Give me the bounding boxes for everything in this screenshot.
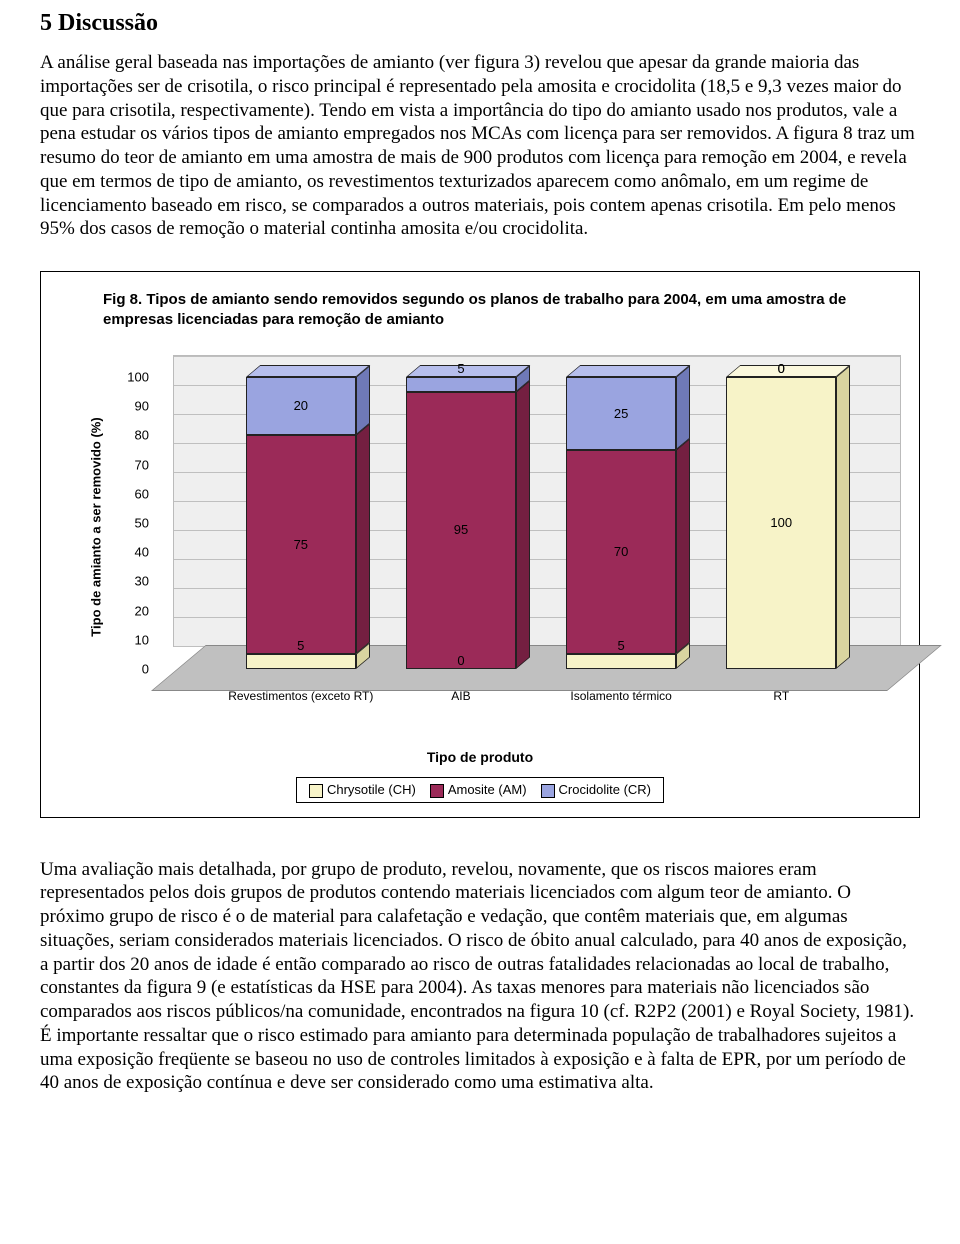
y-tick-label: 100 (115, 370, 149, 385)
bar-group: 20755Revestimentos (exceto RT) (246, 365, 356, 669)
section-heading: 5 Discussão (40, 10, 920, 37)
y-axis-label-wrap: Tipo de amianto a ser removido (%) (63, 347, 91, 707)
y-tick-label: 30 (115, 574, 149, 589)
y-tick-label: 70 (115, 457, 149, 472)
legend-label: Chrysotile (CH) (327, 782, 416, 797)
legend-item-chrysotile: Chrysotile (CH) (309, 782, 416, 798)
chart: Tipo de amianto a ser removido (%) 0 10 20… (63, 347, 897, 707)
bar-segment: 5 (246, 654, 356, 669)
document-page: 5 Discussão A análise geral baseada nas … (20, 0, 940, 1115)
x-category-label: AIB (371, 689, 551, 703)
x-category-label: Revestimentos (exceto RT) (211, 689, 391, 703)
swatch-icon (430, 784, 444, 798)
legend-label: Crocidolite (CR) (559, 782, 651, 797)
bar-segment: 70 (566, 450, 676, 654)
y-tick-label: 90 (115, 399, 149, 414)
y-tick-label: 0 (115, 662, 149, 677)
x-category-label: Isolamento térmico (531, 689, 711, 703)
x-category-label: RT (691, 689, 871, 703)
y-tick-label: 10 (115, 632, 149, 647)
figure-title: Fig 8. Tipos de amianto sendo removidos … (103, 290, 857, 329)
bar-segment: 75 (246, 435, 356, 654)
bar-segment: 5 (406, 377, 516, 392)
bar-segment: 20 (246, 377, 356, 435)
chart-legend: Chrysotile (CH) Amosite (AM) Crocidolite… (296, 777, 664, 803)
bar-segment: 95 (406, 392, 516, 669)
y-tick-label: 80 (115, 428, 149, 443)
bar-segment: 25 (566, 377, 676, 450)
legend-item-crocidolite: Crocidolite (CR) (541, 782, 651, 798)
bar-segment: 100 (726, 377, 836, 669)
figure-8: Fig 8. Tipos de amianto sendo removidos … (40, 271, 920, 818)
bar-segment: 5 (566, 654, 676, 669)
swatch-icon (541, 784, 555, 798)
y-tick-label: 50 (115, 516, 149, 531)
bar-group: 00100RT (726, 365, 836, 669)
bar-group: 5950AIB (406, 365, 516, 669)
y-tick-label: 40 (115, 545, 149, 560)
bar-group: 25705Isolamento térmico (566, 365, 676, 669)
y-tick-label: 20 (115, 603, 149, 618)
legend-label: Amosite (AM) (448, 782, 527, 797)
x-axis-label: Tipo de produto (63, 749, 897, 765)
chart-plot: 010203040506070809010020755Revestimentos… (91, 347, 897, 707)
swatch-icon (309, 784, 323, 798)
y-tick-label: 60 (115, 486, 149, 501)
legend-item-amosite: Amosite (AM) (430, 782, 527, 798)
paragraph-2: Uma avaliação mais detalhada, por grupo … (40, 858, 920, 1096)
paragraph-1: A análise geral baseada nas importações … (40, 51, 920, 241)
